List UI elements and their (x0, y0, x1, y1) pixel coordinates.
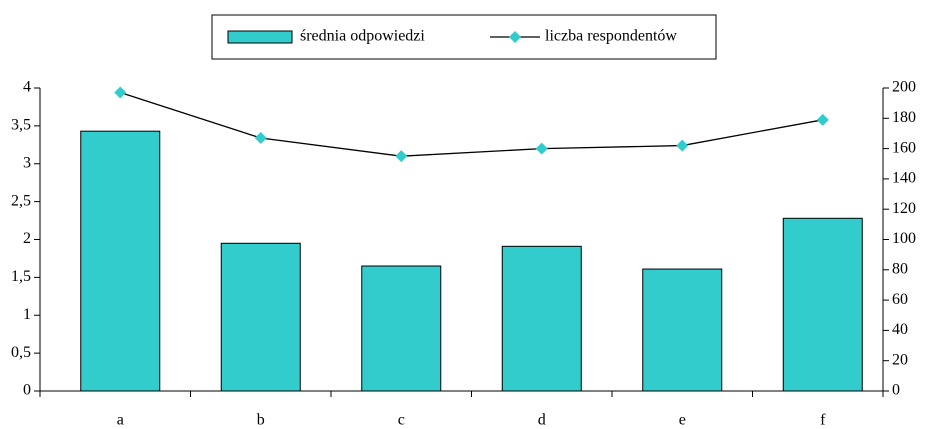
marker (395, 150, 408, 163)
bar (361, 265, 442, 392)
bar (782, 217, 863, 392)
bar (220, 242, 301, 392)
y-tick-label: 1,5 (11, 268, 31, 285)
y2-tick-label: 160 (892, 139, 916, 156)
y-tick-label: 3 (23, 154, 31, 171)
y2-tick-label: 100 (892, 230, 916, 247)
x-tick-label: b (257, 412, 265, 429)
y-tick-label: 4 (23, 79, 31, 96)
marker (254, 131, 267, 144)
y-tick-label: 1 (23, 306, 31, 323)
x-tick-label: f (820, 412, 826, 429)
line (120, 91, 823, 157)
y-tick-label: 3,5 (11, 117, 31, 134)
marker (676, 139, 689, 152)
marker (114, 86, 127, 99)
y-tick-label: 0 (23, 382, 31, 399)
x-tick-label: d (538, 412, 546, 429)
marker (816, 113, 829, 126)
x-tick-label: c (398, 412, 405, 429)
marker (535, 142, 548, 155)
y-tick-label: 0,5 (11, 344, 31, 361)
y2-tick-label: 80 (892, 260, 908, 277)
bar (501, 245, 582, 392)
legend-box (211, 14, 717, 60)
y-tick-label: 2,5 (11, 192, 31, 209)
y2-tick-label: 0 (892, 382, 900, 399)
legend-swatch (227, 30, 293, 44)
bar (642, 268, 723, 392)
y2-tick-label: 40 (892, 321, 908, 338)
y2-tick-label: 180 (892, 109, 916, 126)
y-tick-label: 2 (23, 230, 31, 247)
y2-tick-label: 60 (892, 291, 908, 308)
y2-tick-label: 20 (892, 351, 908, 368)
x-tick-label: a (117, 412, 124, 429)
y2-tick-label: 120 (892, 200, 916, 217)
legend-marker (509, 31, 521, 43)
y2-tick-label: 200 (892, 79, 916, 96)
y2-tick-label: 140 (892, 170, 916, 187)
x-tick-label: e (679, 412, 686, 429)
legend-label: liczba respondentów (545, 28, 677, 45)
legend-label: średnia odpowiedzi (300, 28, 425, 45)
bar (80, 130, 161, 392)
